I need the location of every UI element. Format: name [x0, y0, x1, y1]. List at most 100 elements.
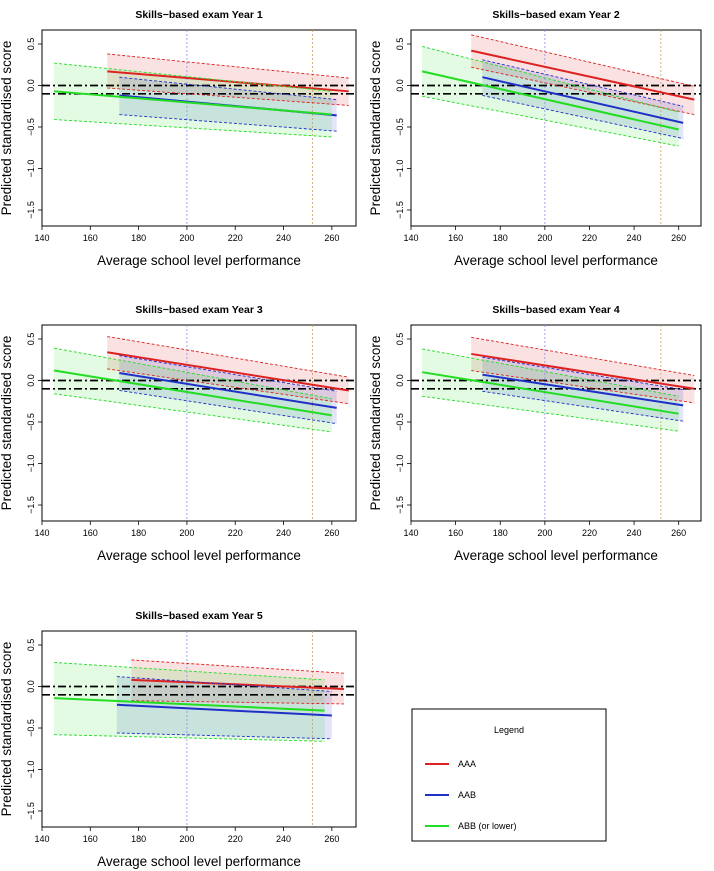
x-tick-label: 140: [403, 528, 418, 538]
ci-lower-abb: [422, 95, 679, 147]
x-tick-label: 240: [276, 233, 291, 243]
ci-lower-aaa: [471, 370, 695, 404]
y-tick-label: −0.5: [26, 413, 36, 431]
y-tick-label: 0.0: [395, 374, 405, 387]
ci-lower-aab: [119, 390, 337, 425]
y-tick-label: 0.5: [395, 38, 405, 51]
plot-area: [411, 325, 701, 521]
plot-frame: [41, 630, 357, 828]
y-tick-label: 0.0: [26, 79, 36, 92]
ci-upper-aab: [116, 676, 332, 692]
series-line-aab: [482, 76, 684, 124]
ci-upper-abb: [54, 661, 325, 681]
x-tick-label: 180: [493, 528, 508, 538]
chart-panel-3: Skills−based exam Year 3 140 160 180 200 220 2…: [0, 304, 357, 563]
ci-upper-aaa: [107, 336, 349, 378]
x-tick-label: 220: [228, 528, 243, 538]
ci-lower-aaa: [131, 700, 344, 705]
chart-title: Skills−based exam Year 3: [135, 304, 263, 316]
series-line-aaa: [131, 678, 344, 690]
y-axis-label: Predicted standardised score: [0, 41, 14, 216]
ci-band-aaa: [107, 336, 349, 404]
x-axis-label: Average school level performance: [97, 854, 301, 869]
x-tick-label: 220: [228, 834, 243, 844]
x-tick-label: 160: [448, 233, 463, 243]
y-tick-label: −0.5: [395, 413, 405, 431]
x-tick-label: 220: [582, 528, 597, 538]
y-axis-label: Predicted standardised score: [368, 336, 383, 511]
x-tick-label: 260: [671, 233, 686, 243]
series-line-abb: [53, 369, 333, 417]
x-tick-label: 180: [493, 233, 508, 243]
series-line-abb: [421, 371, 679, 415]
ci-lower-aaa: [107, 368, 349, 405]
ci-band-abb: [54, 348, 332, 432]
x-tick-label: 260: [324, 528, 339, 538]
legend-title: Legend: [494, 725, 524, 735]
y-tick-label: 0.0: [26, 680, 36, 693]
x-tick-label: 240: [627, 233, 642, 243]
y-tick-label: −0.5: [26, 118, 36, 136]
y-tick-label: −1.5: [26, 802, 36, 820]
legend-label: ABB (or lower): [458, 821, 517, 831]
x-tick-label: 140: [34, 834, 49, 844]
ci-upper-aaa: [107, 53, 349, 79]
x-tick-label: 200: [179, 528, 194, 538]
x-tick-label: 140: [34, 233, 49, 243]
ci-lower-abb: [422, 395, 679, 432]
y-tick-label: −1.0: [395, 160, 405, 178]
x-axis-label: Average school level performance: [97, 253, 301, 268]
x-tick-label: 260: [671, 528, 686, 538]
plot-frame: [410, 324, 702, 522]
y-tick-label: −1.0: [26, 761, 36, 779]
ci-upper-abb: [422, 348, 679, 397]
ci-band-aaa: [107, 53, 349, 106]
ci-upper-abb: [54, 62, 332, 92]
ci-lower-abb: [54, 119, 332, 138]
series-line-abb: [421, 70, 679, 131]
x-tick-label: 180: [131, 834, 146, 844]
plot-area: [42, 631, 356, 827]
x-tick-label: 260: [324, 233, 339, 243]
ci-upper-aab: [119, 355, 337, 392]
ci-band-abb: [54, 63, 332, 137]
ci-upper-aab: [482, 59, 684, 107]
ci-band-aab: [116, 676, 332, 739]
chart-title: Skills−based exam Year 1: [135, 9, 263, 21]
ci-lower-abb: [54, 393, 332, 433]
legend-label: AAA: [458, 759, 476, 769]
ci-lower-aab: [482, 95, 684, 140]
ci-lower-aab: [482, 390, 684, 422]
ci-band-abb: [422, 348, 679, 432]
legend: Legend AAA AAB ABB (or lower): [411, 708, 607, 842]
series-line-aaa: [107, 351, 349, 392]
ci-upper-abb: [422, 46, 679, 113]
chart-panel-5: Skills−based exam Year 5 140 160 180 200 220 2…: [0, 610, 357, 869]
ci-lower-aab: [116, 732, 332, 740]
ci-band-abb: [422, 46, 679, 147]
x-axis-label: Average school level performance: [454, 253, 658, 268]
y-axis-label: Predicted standardised score: [368, 41, 383, 216]
x-tick-label: 180: [131, 233, 146, 243]
ci-lower-abb: [54, 734, 325, 742]
y-tick-label: −1.0: [26, 455, 36, 473]
y-tick-label: −1.5: [26, 496, 36, 514]
x-tick-label: 160: [448, 528, 463, 538]
chart-title: Skills−based exam Year 4: [492, 304, 620, 316]
ci-upper-aab: [119, 76, 337, 101]
x-tick-label: 240: [276, 834, 291, 844]
ci-upper-abb: [53, 347, 332, 400]
y-tick-label: −1.5: [395, 201, 405, 219]
x-tick-label: 200: [537, 528, 552, 538]
y-tick-label: −1.0: [26, 160, 36, 178]
x-tick-label: 160: [83, 528, 98, 538]
y-tick-label: −1.5: [395, 496, 405, 514]
x-tick-label: 160: [83, 834, 98, 844]
x-tick-label: 180: [131, 528, 146, 538]
y-tick-label: −1.5: [26, 201, 36, 219]
chart-panel-1: Skills−based exam Year 1 140 160 180 200 220 2…: [0, 9, 357, 268]
ci-upper-aab: [482, 356, 684, 391]
x-tick-label: 240: [276, 528, 291, 538]
x-tick-label: 140: [34, 528, 49, 538]
y-tick-label: −1.0: [395, 455, 405, 473]
